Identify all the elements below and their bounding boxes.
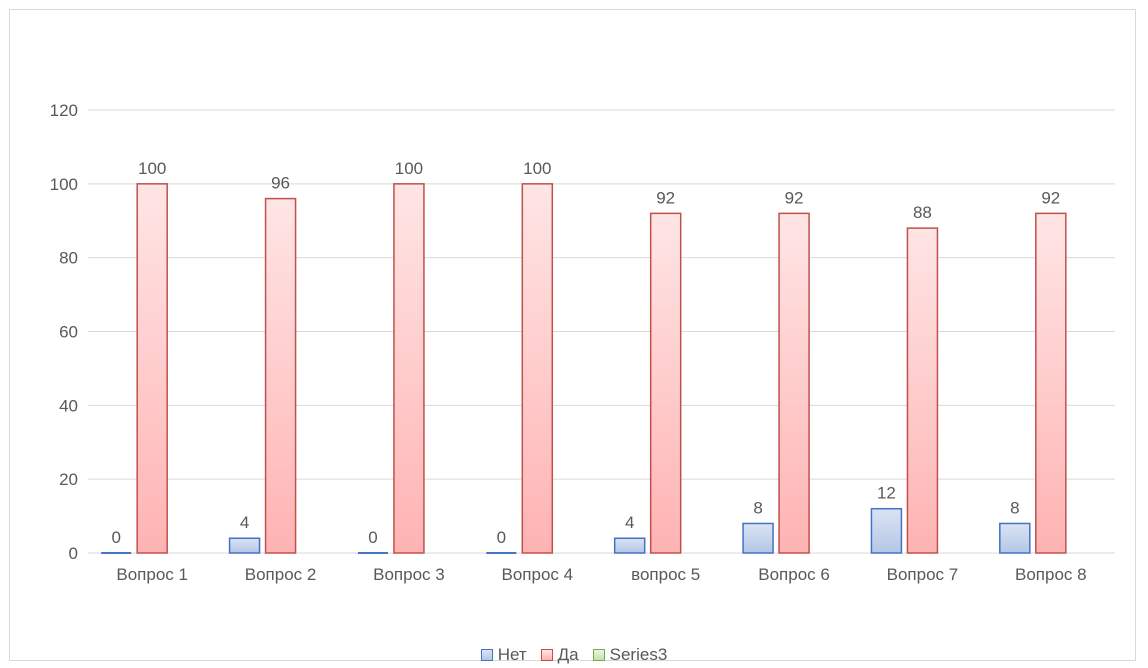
legend-swatch-da (540, 649, 553, 661)
legend: Нет Да Series3 (0, 645, 1148, 665)
legend-item-series3: Series3 (592, 645, 668, 665)
x-tick-label: Вопрос 7 (887, 565, 959, 584)
bar-net (613, 537, 646, 554)
data-label: 4 (240, 513, 249, 532)
bar-da (778, 212, 810, 554)
data-label: 8 (753, 498, 762, 517)
x-tick-label: Вопрос 1 (116, 565, 188, 584)
legend-label-net: Нет (497, 645, 527, 664)
legend-item-net: Нет (480, 645, 527, 665)
y-tick-label: 0 (69, 544, 78, 563)
data-label: 100 (138, 159, 166, 178)
x-tick-label: Вопрос 3 (373, 565, 445, 584)
y-axis: 0 20 40 60 80 100 120 (50, 101, 78, 563)
data-label: 100 (395, 159, 423, 178)
y-tick-label: 120 (50, 101, 78, 120)
data-label: 92 (1041, 188, 1060, 207)
data-label: 100 (523, 159, 551, 178)
bar-da (136, 183, 168, 554)
x-axis: Вопрос 1 Вопрос 2 Вопрос 3 Вопрос 4 вопрос 5… (116, 565, 1086, 584)
y-tick-label: 40 (59, 396, 78, 415)
data-label: 0 (368, 528, 377, 547)
legend-label-da: Да (557, 645, 579, 664)
legend-swatch-net (480, 649, 493, 661)
legend-swatch-series3 (592, 649, 605, 661)
y-tick-label: 60 (59, 323, 78, 342)
bar-da (649, 212, 682, 554)
y-tick-label: 80 (59, 249, 78, 268)
chart-area (9, 9, 1136, 661)
bar-da (906, 227, 939, 554)
x-tick-label: Вопрос 8 (1015, 565, 1087, 584)
x-tick-label: Вопрос 2 (245, 565, 317, 584)
bars (101, 183, 1067, 554)
y-tick-label: 100 (50, 175, 78, 194)
x-tick-label: Вопрос 4 (502, 565, 574, 584)
data-label: 4 (625, 513, 634, 532)
y-tick-label: 20 (59, 470, 78, 489)
bar-net (742, 522, 774, 554)
bar-da (393, 183, 425, 554)
x-tick-label: Вопрос 6 (758, 565, 830, 584)
bar-da (1035, 212, 1067, 554)
data-label: 92 (656, 188, 675, 207)
bar-net (870, 507, 903, 554)
bar-net (228, 537, 261, 554)
data-label: 0 (497, 528, 506, 547)
bar-da (521, 183, 554, 554)
data-label: 12 (877, 484, 896, 503)
data-label: 92 (785, 188, 804, 207)
gridlines (88, 109, 1115, 554)
x-tick-label: вопрос 5 (631, 565, 700, 584)
bar-da (264, 197, 297, 554)
legend-label-series3: Series3 (609, 645, 668, 664)
data-label: 88 (913, 203, 932, 222)
data-label: 96 (271, 174, 290, 193)
legend-item-da: Да (540, 645, 579, 665)
bar-net (999, 522, 1031, 554)
data-label: 8 (1010, 498, 1019, 517)
data-label: 0 (111, 528, 120, 547)
